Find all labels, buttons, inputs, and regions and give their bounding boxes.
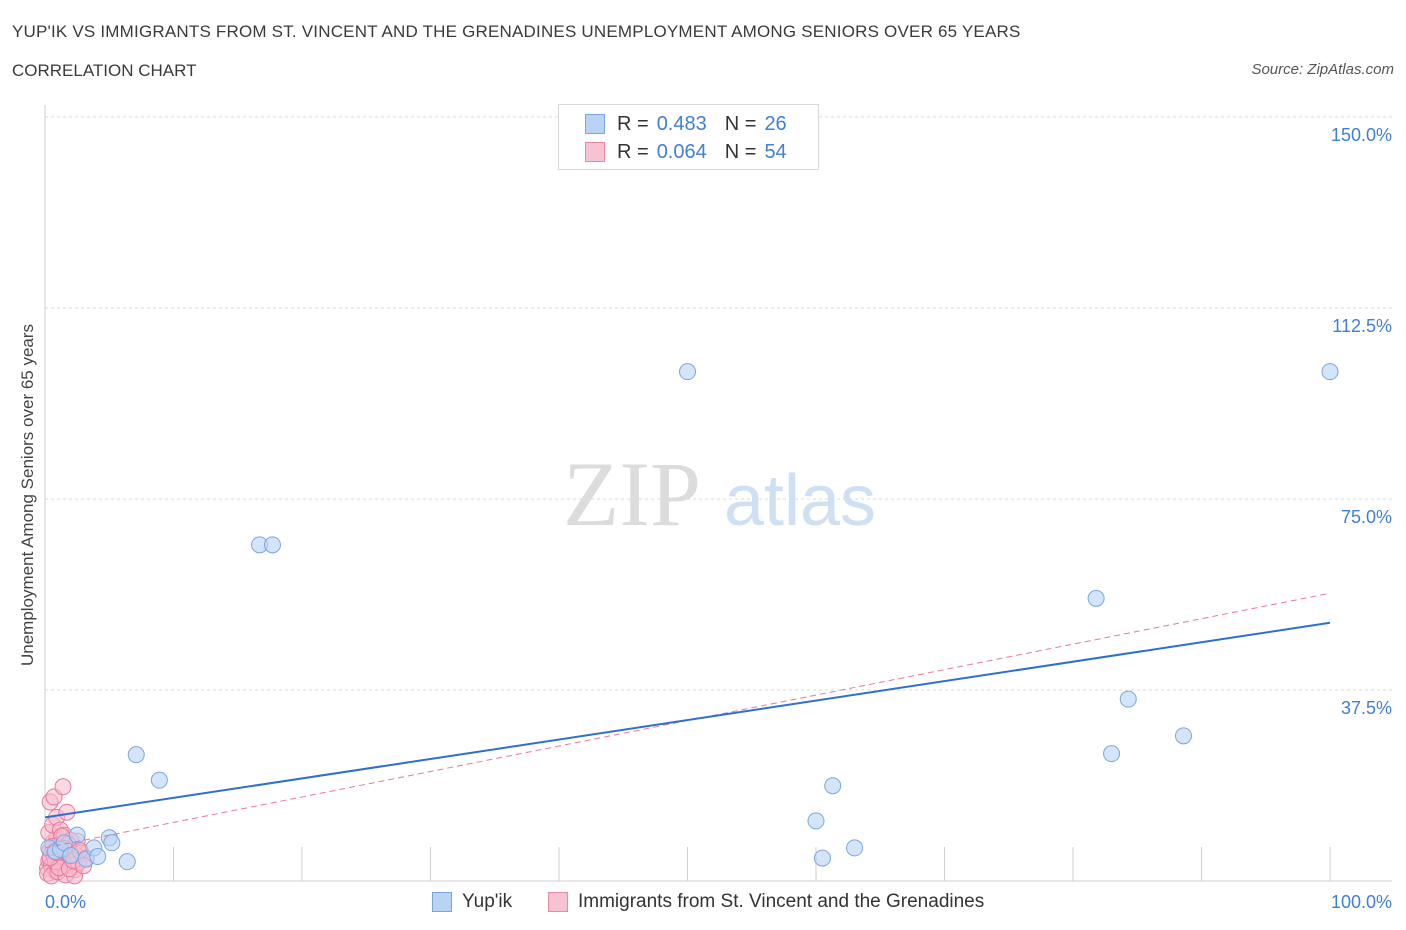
yupik-point <box>150 771 168 789</box>
legend-row-yupik: R = 0.483 N = 26 <box>585 112 805 136</box>
x-tick-label: 0.0% <box>45 892 86 912</box>
r-label: R = <box>617 112 649 135</box>
chart-subtitle: CORRELATION CHART <box>12 61 197 80</box>
points-layer <box>39 363 1339 885</box>
n-label: N = <box>724 112 757 135</box>
y-tick-label: 37.5% <box>1341 698 1392 718</box>
watermark-atlas: atlas <box>724 461 876 541</box>
legend-item-yupik[interactable]: Yup'ik <box>432 888 512 916</box>
yupik-point <box>263 536 281 554</box>
n-value: 26 <box>764 112 787 135</box>
yupik-point <box>824 777 842 795</box>
correlation-legend: R = 0.483 N = 26 R = 0.064 N = 54 <box>558 104 819 170</box>
x-tick-label: 100.0% <box>1331 892 1392 912</box>
yupik-point <box>1103 745 1121 763</box>
yupik-point <box>1119 690 1137 708</box>
immigrants-point <box>54 778 72 796</box>
trend-layer <box>44 592 1331 849</box>
yupik-point <box>1087 589 1105 607</box>
yupik-point <box>813 849 831 867</box>
y-tick-label: 75.0% <box>1341 507 1392 527</box>
n-value: 54 <box>764 140 787 163</box>
legend-row-immigrants: R = 0.064 N = 54 <box>585 140 805 164</box>
yupik-point <box>846 839 864 857</box>
yupik-point <box>103 834 121 852</box>
yupik-swatch <box>585 114 605 134</box>
immigrants-swatch <box>585 142 605 162</box>
watermark-zip: ZIP <box>563 443 701 545</box>
grid-layer <box>44 105 1392 882</box>
yupik-point <box>89 848 107 866</box>
y-tick-label: 150.0% <box>1331 125 1392 145</box>
yupik-point <box>807 812 825 830</box>
tick-labels: 37.5% 75.0% 112.5% 150.0% 0.0% 100.0% <box>45 125 1392 912</box>
immigrants-legend-swatch <box>548 892 568 912</box>
legend-item-immigrants[interactable]: Immigrants from St. Vincent and the Gren… <box>548 888 984 916</box>
r-label: R = <box>617 140 649 163</box>
yupik-point <box>1175 727 1193 745</box>
yupik-legend-swatch <box>432 892 452 912</box>
yupik-point <box>1321 363 1339 381</box>
source-label: Source: ZipAtlas.com <box>1251 61 1394 78</box>
n-label: N = <box>724 140 757 163</box>
r-value: 0.064 <box>656 140 707 163</box>
yupik-point <box>679 363 696 381</box>
yupik-legend-label: Yup'ik <box>462 891 513 912</box>
yupik-point <box>118 853 136 871</box>
y-tick-label: 112.5% <box>1332 316 1392 336</box>
chart-title: YUP'IK VS IMMIGRANTS FROM ST. VINCENT AN… <box>12 22 1021 41</box>
yupik-point <box>127 746 145 764</box>
immigrants-legend-label: Immigrants from St. Vincent and the Gren… <box>578 891 985 912</box>
yupik-point <box>68 826 86 844</box>
yupik-trend-line <box>44 621 1331 819</box>
yupik-point <box>62 847 80 865</box>
r-value: 0.483 <box>656 112 707 135</box>
watermark: ZIP atlas <box>563 443 876 545</box>
